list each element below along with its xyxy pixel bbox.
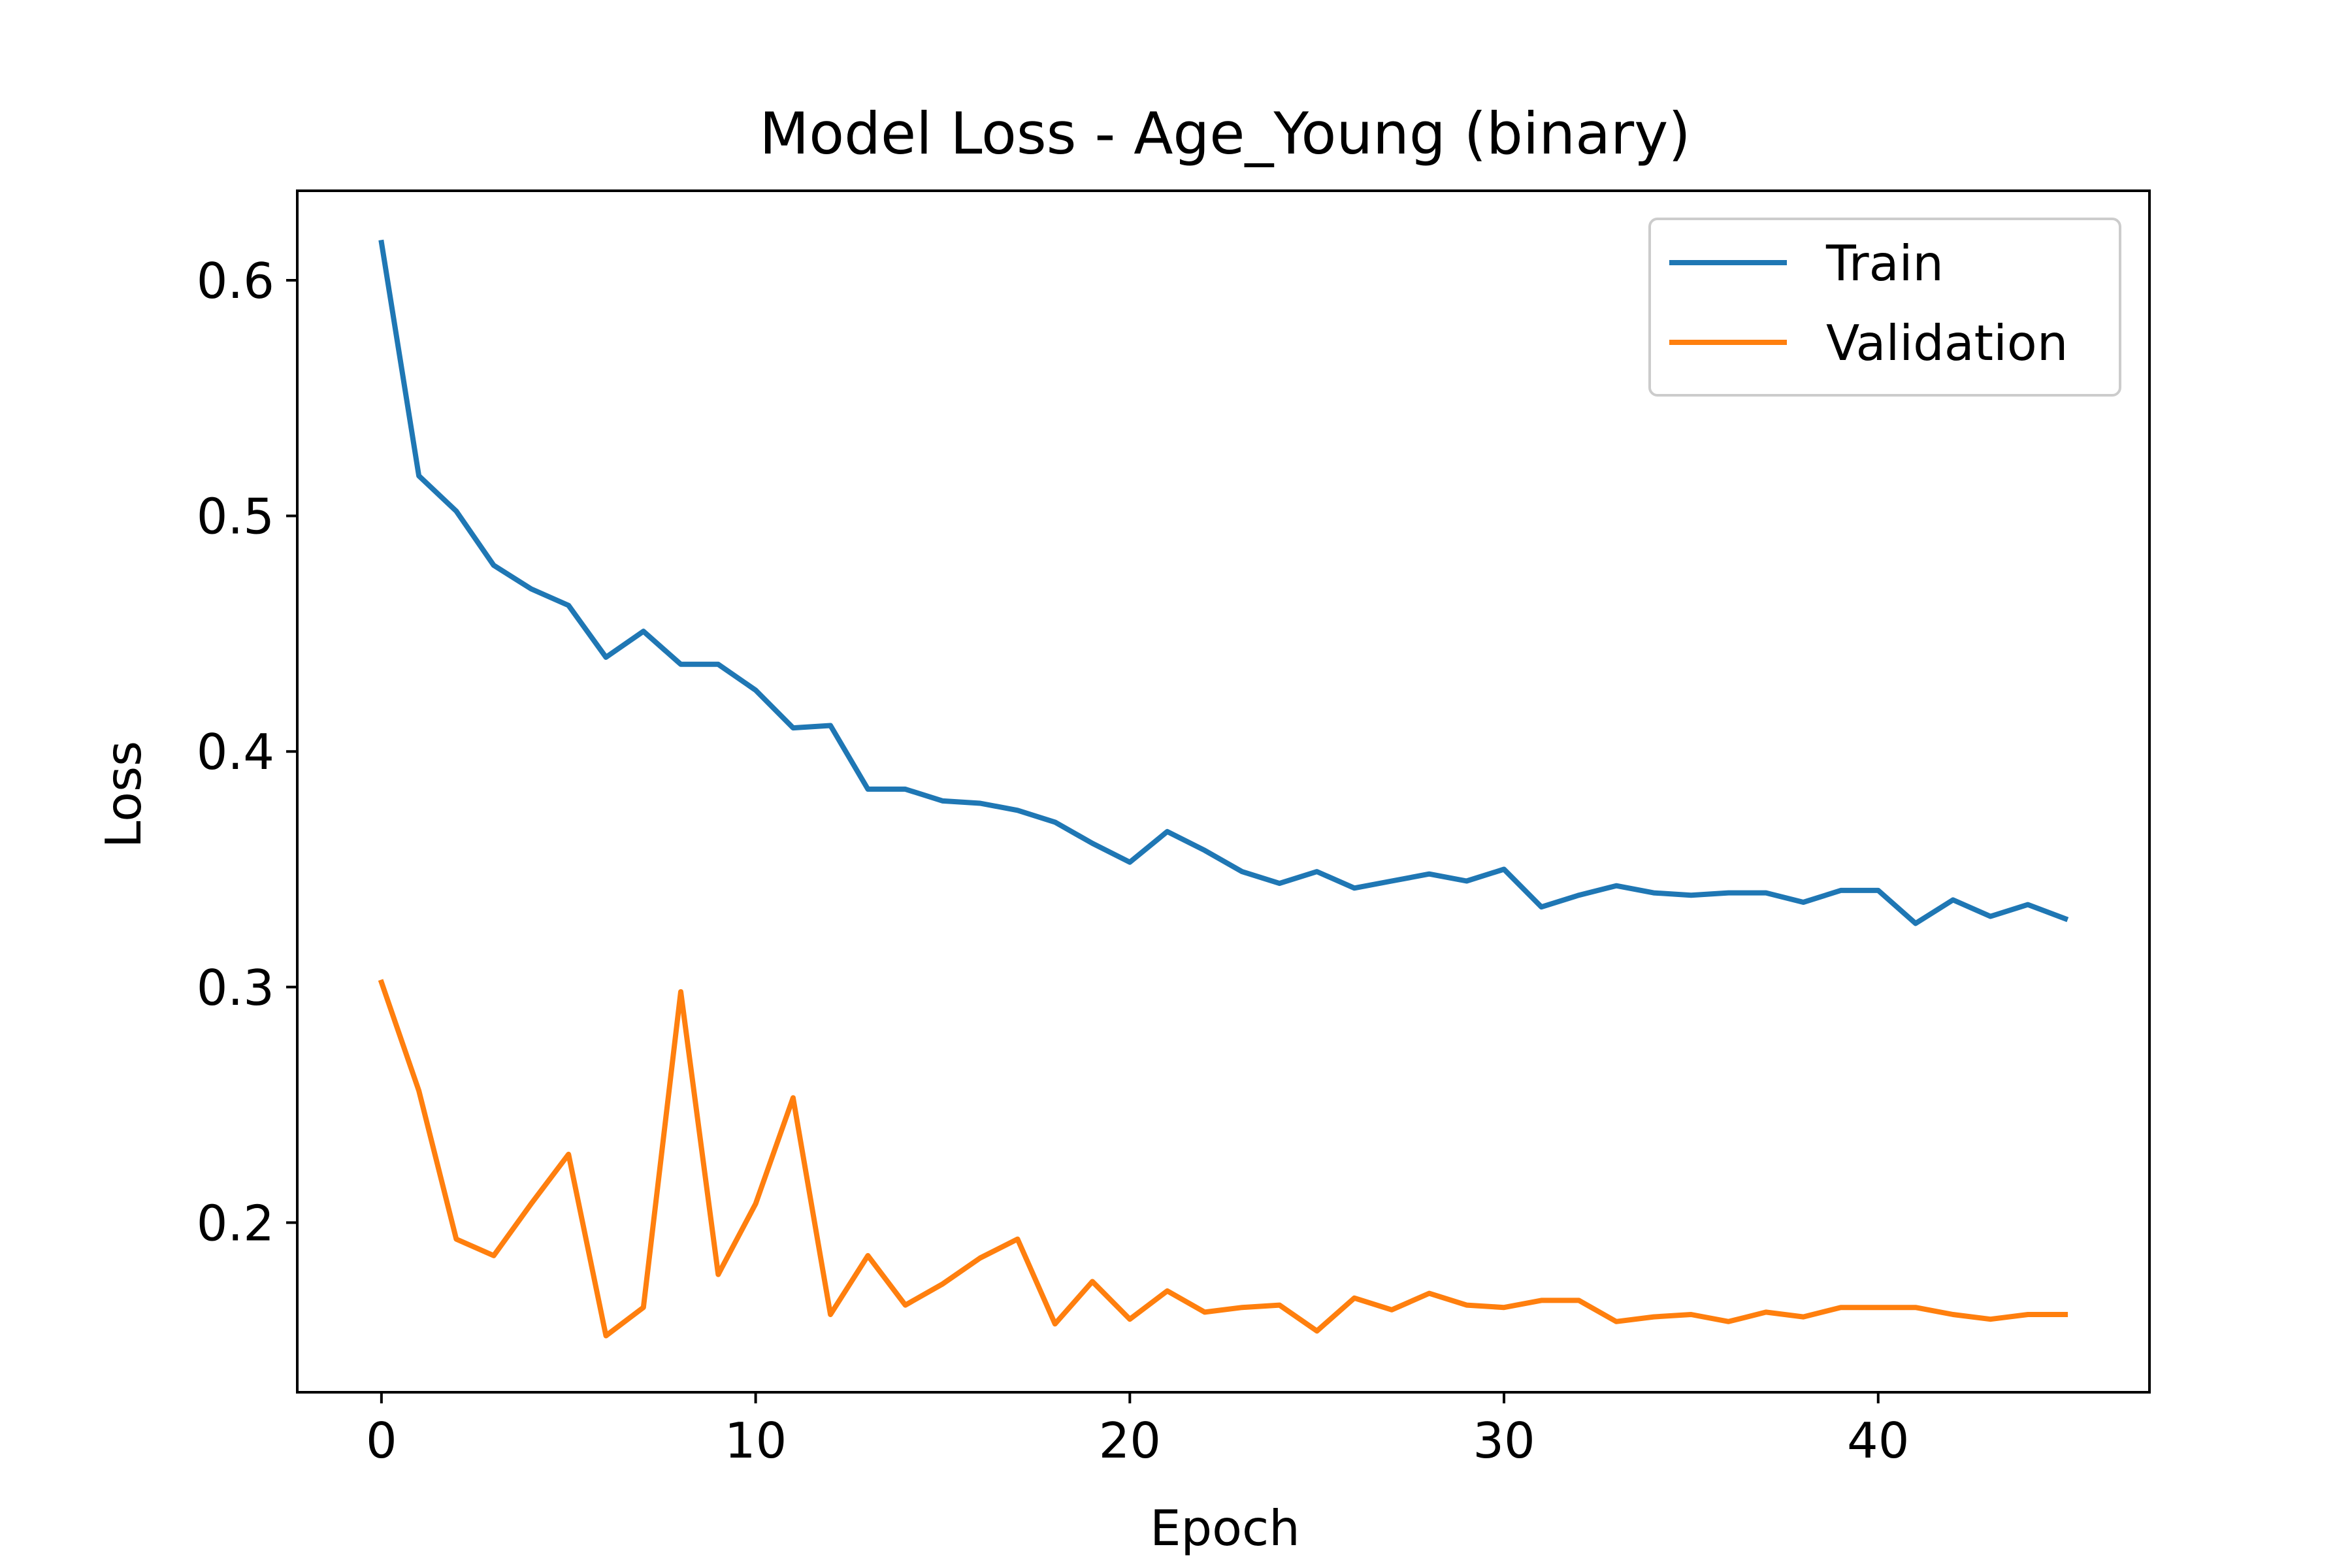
x-tick-label: 40: [1847, 1412, 1909, 1469]
y-tick-label: 0.6: [197, 252, 274, 310]
legend-label-train: Train: [1825, 235, 1944, 292]
x-tick-label: 0: [366, 1412, 397, 1469]
x-tick-label: 20: [1099, 1412, 1161, 1469]
y-axis-label: Loss: [95, 741, 152, 849]
series-line-validation: [378, 979, 2068, 1339]
chart-title: Model Loss - Age_Young (binary): [759, 100, 1690, 167]
x-tick-label: 10: [725, 1412, 787, 1469]
legend-label-validation: Validation: [1826, 314, 2068, 372]
x-axis-label: Epoch: [1150, 1499, 1300, 1557]
plot-frame: [296, 189, 2151, 1394]
plot-area: 0 10 20 30 40 0.2 0.3 0.4 0.5 0.6 Train Validation: [197, 189, 2151, 1469]
y-tick-label: 0.4: [197, 723, 274, 781]
legend: Train Validation: [1648, 218, 2121, 397]
y-tick-label: 0.2: [197, 1194, 274, 1252]
series-line-train: [378, 239, 2069, 926]
x-tick-label: 30: [1473, 1412, 1535, 1469]
y-tick-label: 0.5: [197, 488, 274, 546]
y-tick-label: 0.3: [197, 959, 274, 1017]
